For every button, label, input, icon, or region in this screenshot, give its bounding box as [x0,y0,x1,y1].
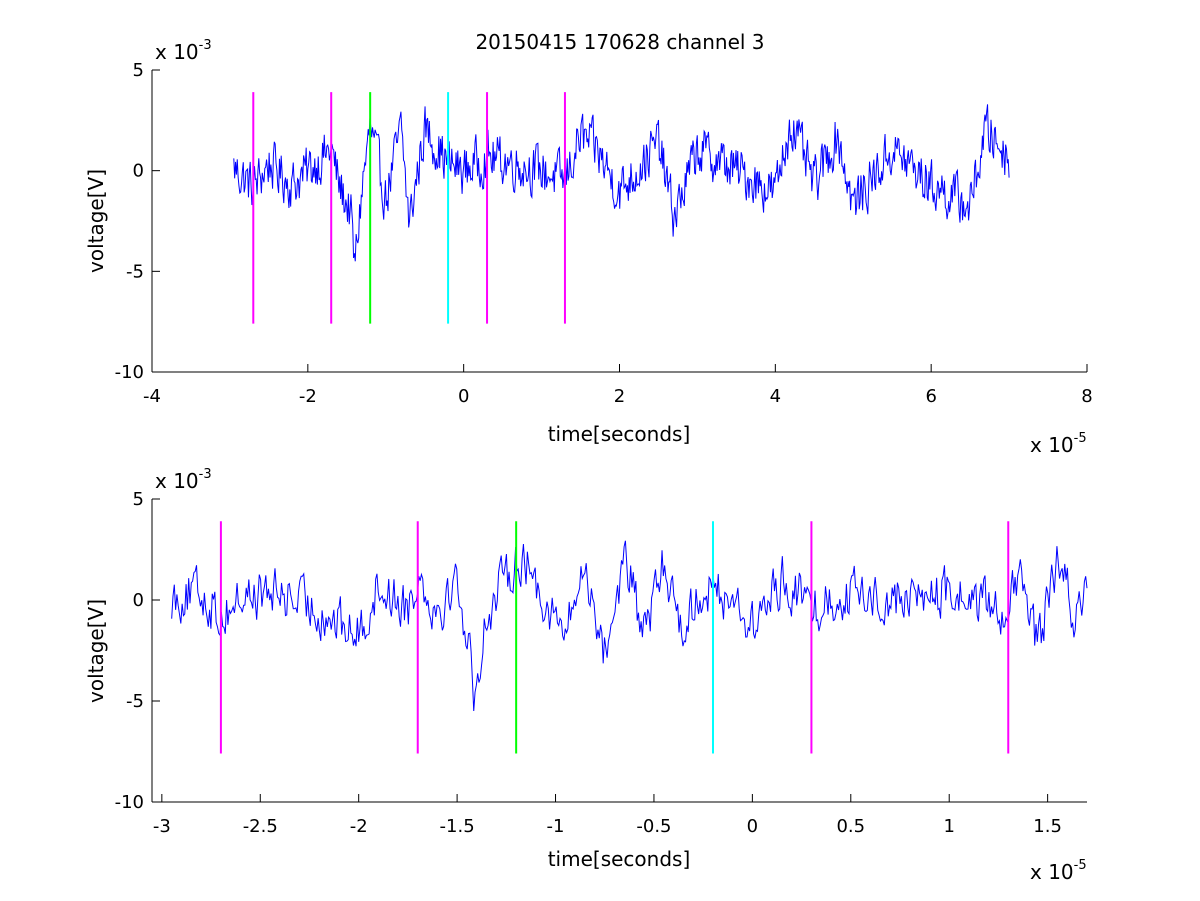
top-x-exponent-base: x 10 [1030,433,1074,457]
top-x-axis-label: time[seconds] [548,422,691,446]
bottom-y-tick-label: 0 [133,590,144,611]
bottom-y-axis-label: voltage[V] [84,599,108,703]
bottom-plot: -10 -5 0 5 -3 -2.5 -2 -1.5 -1 -0.5 0 0.5 1 1.5 time[s… [84,467,1088,884]
bottom-y-exponent-power: -3 [199,467,212,482]
bottom-x-tick-label: -0.5 [636,816,671,837]
top-x-tick-label: -2 [299,386,317,407]
bottom-y-exponent-base: x 10 [155,469,199,493]
bottom-x-tick-label: -2 [350,816,368,837]
bottom-y-tick-label: -10 [115,792,144,813]
bottom-x-axis-label: time[seconds] [548,847,691,871]
top-x-exponent-power: -5 [1074,431,1087,446]
bottom-x-tick-label: -1 [547,816,565,837]
top-y-tick-label: -10 [115,362,144,383]
bottom-x-tick-label: 0.5 [836,816,865,837]
top-y-exponent-base: x 10 [155,40,199,64]
plot-title: 20150415 170628 channel 3 [475,30,764,54]
top-x-tick-label: 0 [458,386,469,407]
bottom-plot-area: -10 -5 0 5 -3 -2.5 -2 -1.5 -1 -0.5 0 0.5 1 1.5 [115,489,1088,837]
bottom-x-tick-label: 0 [747,816,758,837]
bottom-y-tick-label: -5 [126,691,144,712]
top-y-tick-label: 0 [133,161,144,182]
bottom-x-tick-label: -2.5 [243,816,278,837]
bottom-signal-line [171,540,1088,711]
bottom-x-exponent: x 10-5 [1030,858,1087,884]
top-x-tick-label: -4 [143,386,161,407]
top-plot: 20150415 170628 channel 3 -10 -5 0 5 -4 -2 0 2 4… [84,30,1093,457]
top-x-tick-label: 4 [770,386,781,407]
bottom-y-tick-label: 5 [133,489,144,510]
top-y-axis-label: voltage[V] [84,169,108,273]
top-x-tick-label: 8 [1081,386,1092,407]
top-y-exponent-power: -3 [199,38,212,53]
bottom-x-tick-label: 1 [943,816,954,837]
bottom-x-tick-label: -1.5 [440,816,475,837]
bottom-x-tick-label: 1.5 [1033,816,1062,837]
bottom-x-exponent-power: -5 [1074,858,1087,873]
top-plot-area: -10 -5 0 5 -4 -2 0 2 4 6 8 [115,60,1093,407]
top-y-tick-label: -5 [126,261,144,282]
top-x-exponent: x 10-5 [1030,431,1087,457]
top-y-tick-label: 5 [133,60,144,81]
top-signal-line [233,104,1010,262]
bottom-y-exponent: x 10-3 [155,467,212,493]
top-x-tick-label: 6 [925,386,936,407]
top-x-tick-label: 2 [614,386,625,407]
bottom-x-tick-label: -3 [153,816,171,837]
bottom-x-exponent-base: x 10 [1030,860,1074,884]
top-y-exponent: x 10-3 [155,38,212,64]
